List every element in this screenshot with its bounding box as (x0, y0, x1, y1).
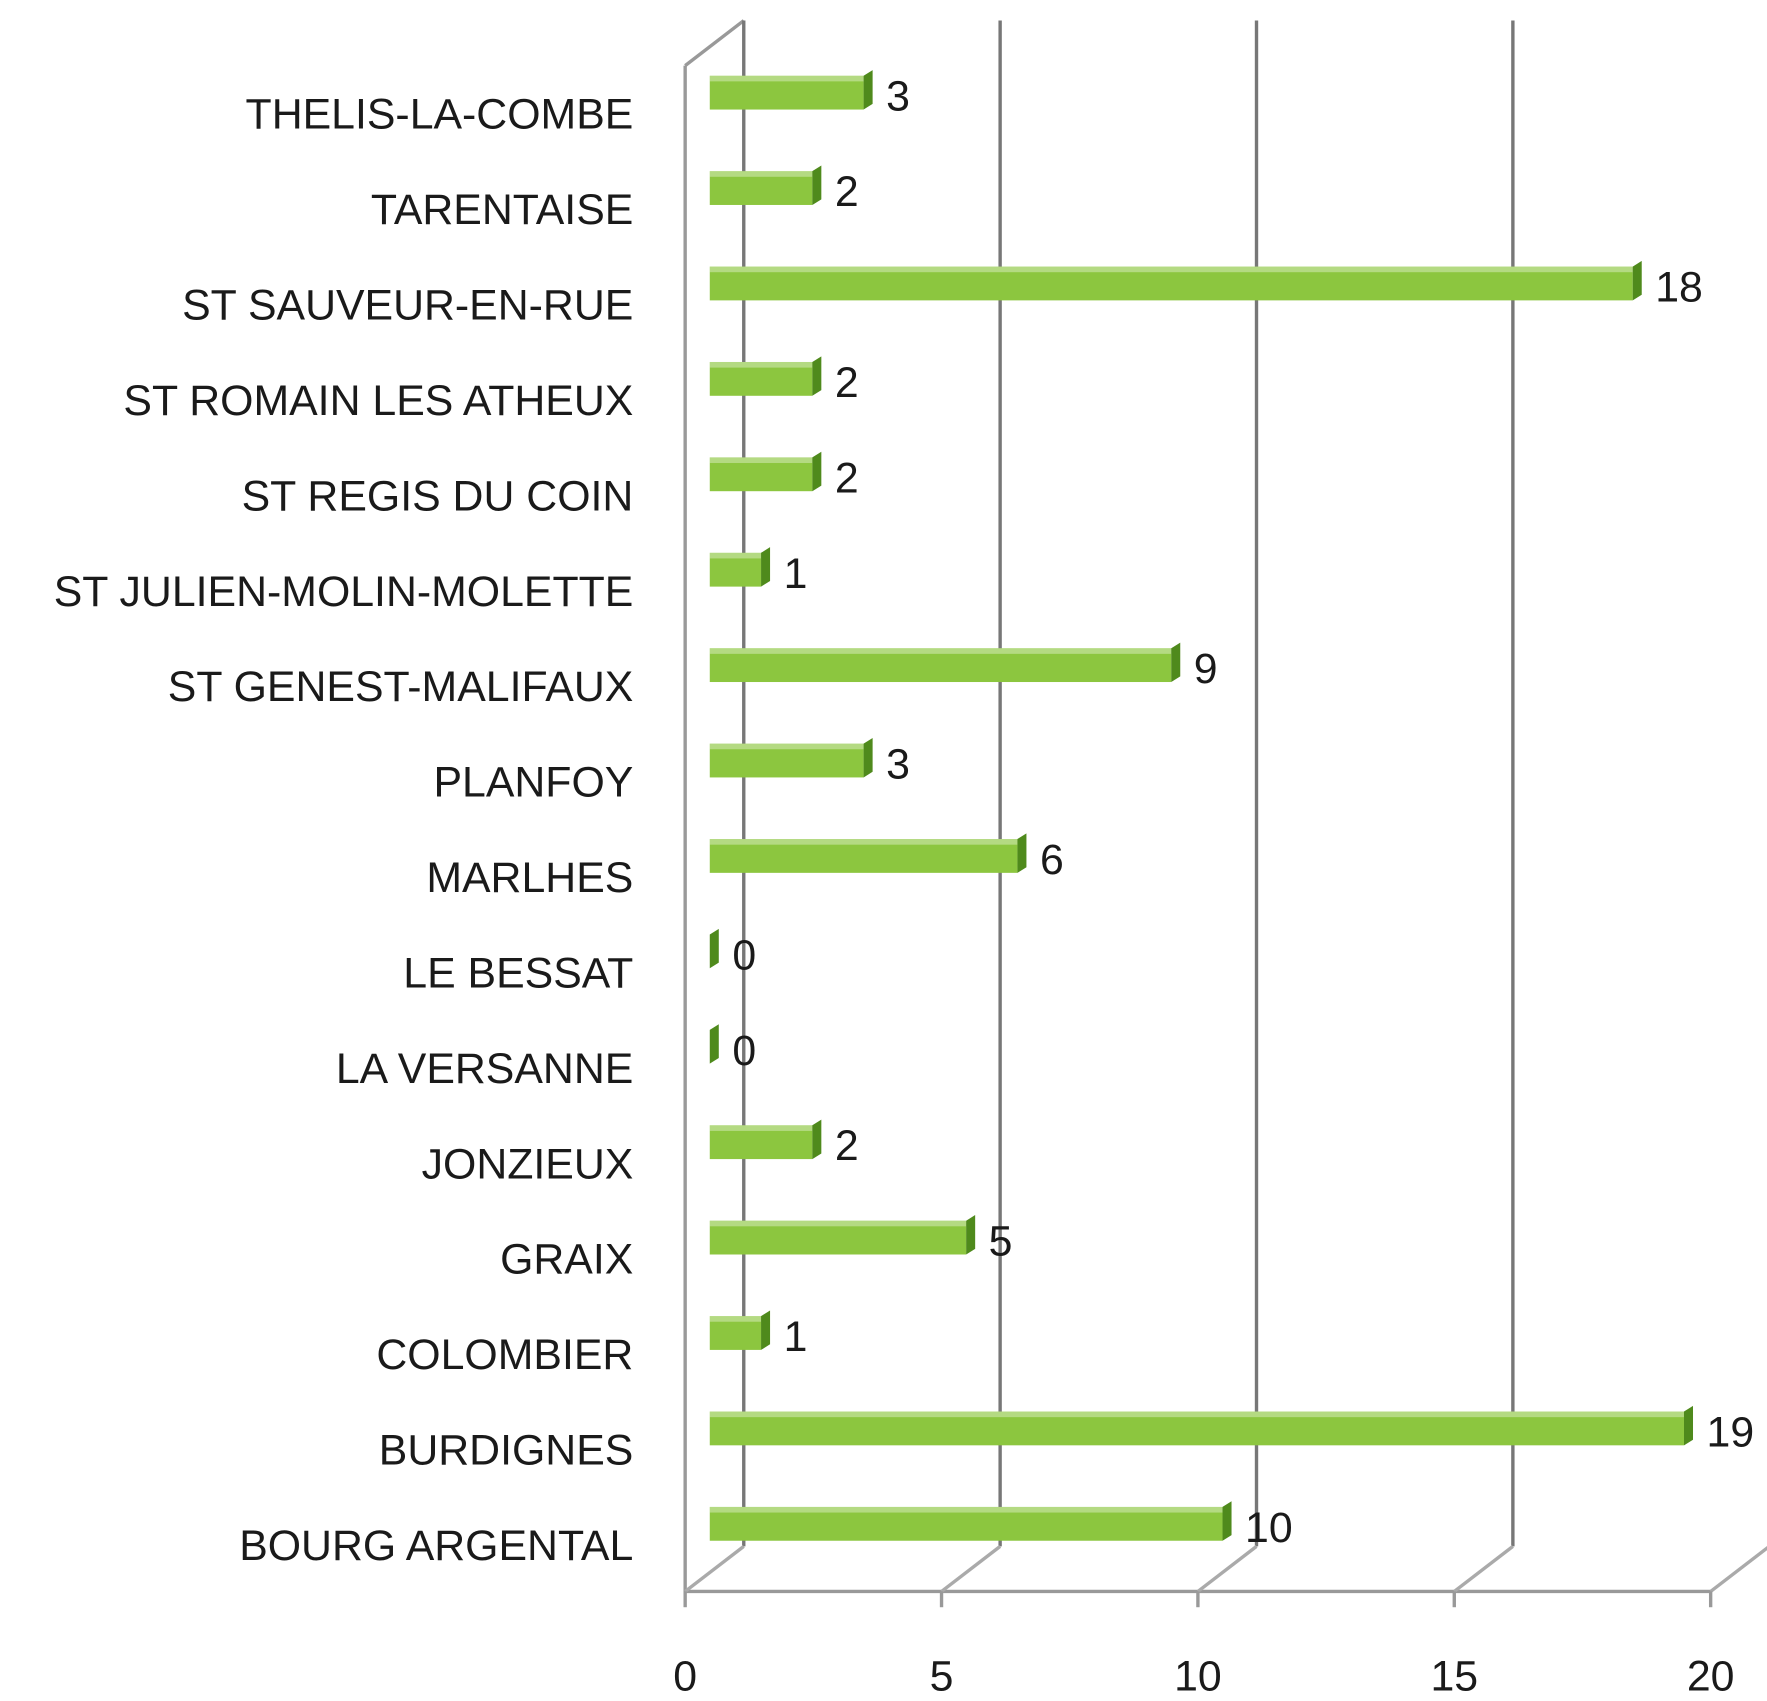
bar-highlight (709, 648, 1172, 654)
bar-highlight (709, 1220, 967, 1227)
bar-highlight (709, 552, 762, 559)
bar-end (966, 1215, 976, 1255)
bar (709, 552, 762, 587)
y-tick-label: JONZIEUX (422, 1140, 634, 1188)
value-label: 1 (784, 1313, 808, 1361)
bar (709, 648, 1172, 683)
bar-end (761, 1310, 771, 1350)
bar-end (1171, 642, 1181, 683)
bar (709, 1220, 967, 1255)
bar-end (812, 165, 822, 205)
bar-end (1222, 1501, 1232, 1541)
value-label: 2 (835, 454, 859, 502)
bar-end (812, 1119, 822, 1160)
bar-highlight (709, 171, 813, 177)
bar (709, 266, 1633, 301)
x-tick-label: 0 (673, 1653, 697, 1701)
bar (709, 743, 864, 778)
value-label: 5 (989, 1218, 1013, 1266)
y-tick-label: ST JULIEN-MOLIN-MOLETTE (54, 568, 634, 616)
y-tick-label: ST ROMAIN LES ATHEUX (123, 377, 633, 425)
y-tick-label: ST REGIS DU COIN (242, 472, 634, 520)
bar-end (1632, 260, 1642, 301)
y-tick-label: BURDIGNES (379, 1427, 634, 1475)
y-tick-label: TARENTAISE (371, 186, 633, 234)
bar-highlight (709, 266, 1633, 273)
bar (709, 171, 813, 205)
value-label: 0 (732, 931, 756, 979)
floor-line (1196, 1545, 1258, 1593)
bar (709, 457, 813, 492)
bar-highlight (709, 457, 813, 464)
value-label: 3 (886, 73, 910, 121)
bar-end (812, 451, 822, 492)
value-label: 10 (1245, 1504, 1293, 1552)
y-tick-label: PLANFOY (433, 759, 633, 807)
floor-line (940, 1545, 1002, 1593)
bar (709, 361, 813, 396)
floor-line (1453, 1545, 1514, 1593)
y-tick-label: LA VERSANNE (336, 1045, 633, 1093)
bar-highlight (709, 1506, 1223, 1513)
y-tick-label: LE BESSAT (403, 949, 633, 997)
y-tick-label: COLOMBIER (376, 1331, 633, 1379)
floor-line (1709, 1545, 1767, 1593)
x-tick-label: 5 (930, 1653, 954, 1701)
y-tick-label: MARLHES (426, 854, 633, 902)
bar-highlight (709, 1316, 762, 1322)
bar-end (863, 737, 873, 778)
bar-end (863, 70, 873, 110)
value-label: 2 (835, 1122, 859, 1170)
bar-end (709, 928, 719, 969)
value-label: 6 (1040, 836, 1064, 884)
y-tick-label: GRAIX (500, 1236, 633, 1284)
bar-end (761, 547, 771, 587)
bar (709, 1411, 1684, 1446)
bar-end (812, 356, 822, 396)
x-tick-label: 20 (1687, 1653, 1735, 1701)
left-wall-top (684, 19, 745, 67)
value-label: 19 (1707, 1408, 1755, 1456)
bar-highlight (709, 743, 864, 750)
value-label: 2 (835, 359, 859, 407)
x-tick-label: 10 (1174, 1653, 1222, 1701)
bar-highlight (709, 1125, 813, 1131)
bar (709, 75, 864, 110)
bar-highlight (709, 839, 1018, 845)
value-label: 18 (1655, 264, 1703, 312)
bar-highlight (709, 361, 813, 368)
y-tick-label: THELIS-LA-COMBE (246, 91, 634, 139)
bar-end (1017, 833, 1027, 873)
value-label: 1 (784, 550, 808, 598)
bar-highlight (709, 1411, 1684, 1418)
value-label: 0 (732, 1027, 756, 1075)
y-tick-label: ST SAUVEUR-EN-RUE (182, 282, 633, 330)
bar (709, 1316, 762, 1350)
bar-end (1683, 1405, 1694, 1446)
value-label: 3 (886, 741, 910, 789)
x-tick-label: 15 (1430, 1653, 1478, 1701)
value-label: 2 (835, 168, 859, 216)
bar (709, 1125, 813, 1160)
bar (709, 1506, 1223, 1541)
y-tick-label: ST GENEST-MALIFAUX (168, 663, 634, 711)
bar (709, 839, 1018, 873)
bar-highlight (709, 75, 864, 82)
y-tick-label: BOURG ARGENTAL (239, 1522, 633, 1570)
bar-end (709, 1024, 719, 1064)
value-label: 9 (1194, 645, 1218, 693)
floor-line (684, 1545, 745, 1593)
